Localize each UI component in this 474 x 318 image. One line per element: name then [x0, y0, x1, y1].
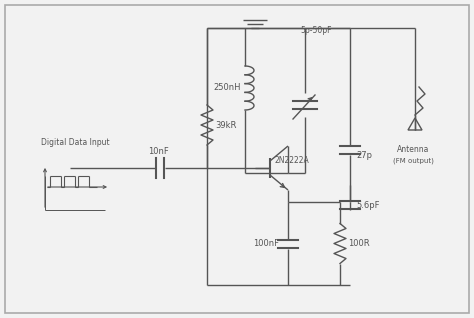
- Text: 5p-50pF: 5p-50pF: [300, 26, 331, 35]
- Text: 27p: 27p: [356, 150, 372, 160]
- Text: Digital Data Input: Digital Data Input: [41, 138, 109, 147]
- Text: Antenna: Antenna: [397, 145, 429, 154]
- Text: 5.6pF: 5.6pF: [356, 201, 380, 210]
- Text: (FM output): (FM output): [393, 157, 434, 163]
- Text: 39kR: 39kR: [215, 121, 237, 129]
- Text: 100nF: 100nF: [253, 239, 279, 248]
- Text: 250nH: 250nH: [213, 84, 240, 93]
- Text: 2N2222A: 2N2222A: [275, 156, 310, 165]
- Text: 100R: 100R: [348, 239, 370, 248]
- Text: 10nF: 10nF: [148, 147, 169, 156]
